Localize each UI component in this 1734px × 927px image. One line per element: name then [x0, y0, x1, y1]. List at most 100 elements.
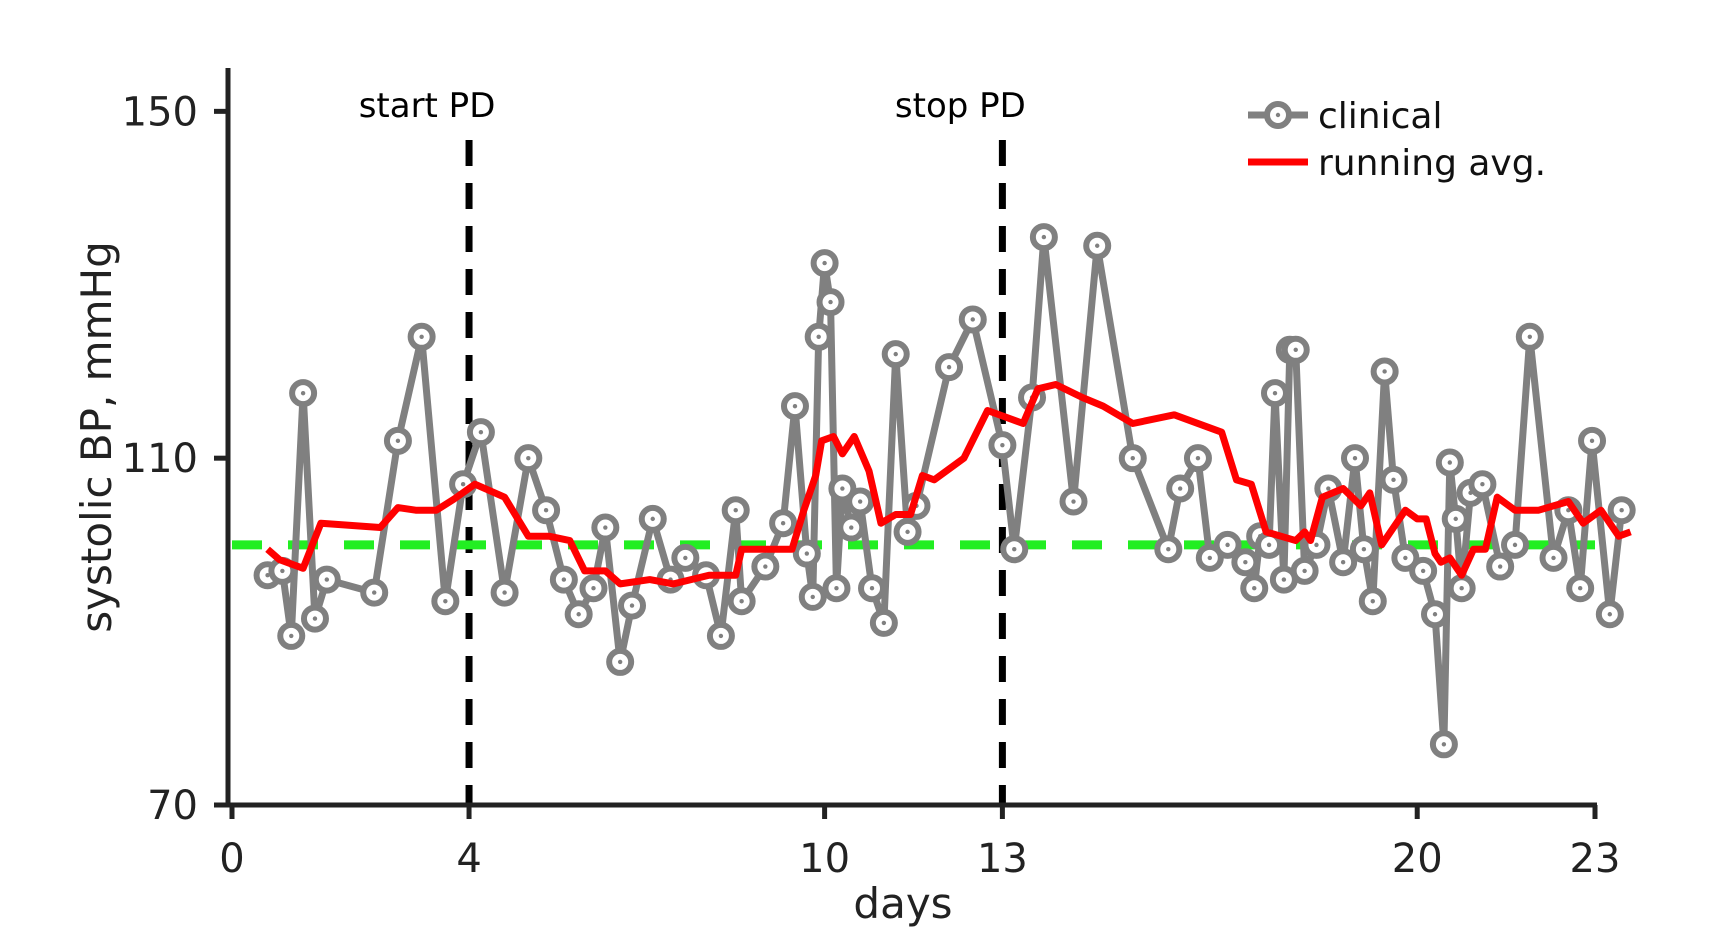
clinical-point-dot — [1382, 369, 1387, 374]
clinical-point — [1578, 426, 1607, 455]
clinical-point-dot — [780, 521, 786, 526]
x-axis-title: days — [853, 879, 952, 927]
legend-running-avg-label: running avg. — [1318, 143, 1546, 184]
clinical-point-dot — [1225, 542, 1230, 548]
clinical-point-dot — [1326, 486, 1331, 491]
clinical-point — [988, 431, 1017, 460]
clinical-point — [407, 322, 436, 351]
clinical-point — [751, 552, 780, 581]
clinical-point — [822, 574, 851, 603]
clinical-point-dot — [1314, 542, 1319, 548]
clinical-point-dot — [834, 586, 839, 591]
clinical-point — [816, 288, 845, 317]
clinical-point-dot — [1497, 564, 1503, 569]
clinical-point — [893, 517, 922, 546]
clinical-point — [706, 621, 735, 650]
clinical-point — [1118, 444, 1147, 473]
clinical-point — [1240, 574, 1269, 603]
y-tick-label: 110 — [122, 436, 198, 482]
clinical-point-dot — [312, 616, 318, 621]
clinical-point-dot — [1512, 542, 1518, 548]
clinical-point-dot — [1177, 486, 1183, 491]
x-tick-label: 13 — [977, 836, 1028, 882]
clinical-point-dot — [905, 529, 910, 535]
clinical-point-dot — [816, 334, 821, 339]
clinical-point — [837, 513, 866, 542]
clinical-point-dot — [1370, 599, 1375, 604]
clinical-point-dot — [1195, 455, 1201, 461]
annotation-label-start: start PD — [359, 86, 496, 126]
x-tick-label: 10 — [799, 836, 850, 882]
clinical-point-dot — [395, 438, 401, 444]
clinical-point-dot — [946, 364, 952, 370]
y-tick-label: 70 — [147, 783, 198, 829]
clinical-point-dot — [869, 586, 875, 591]
clinical-point-dot — [300, 390, 306, 396]
clinical-point — [549, 565, 578, 594]
clinical-point — [618, 591, 647, 620]
clinical-point — [1059, 487, 1088, 516]
clinical-point — [727, 587, 756, 616]
clinical-point — [606, 647, 635, 676]
clinical-point — [1195, 543, 1224, 572]
clinical-point-dot — [617, 659, 623, 665]
clinical-point — [1447, 574, 1476, 603]
clinical-point-dot — [828, 299, 833, 305]
clinical-point-dot — [502, 590, 507, 595]
legend-clinical-swatch-dot — [1275, 112, 1281, 118]
clinical-point — [1379, 465, 1408, 494]
clinical-point-dot — [629, 603, 635, 608]
clinical-point — [1515, 322, 1544, 351]
clinical-point — [1435, 448, 1464, 477]
running-avg-series — [265, 380, 1632, 588]
clinical-point-dot — [591, 586, 596, 591]
clinical-point — [958, 305, 987, 334]
clinical-point — [810, 249, 839, 278]
clinical-point — [591, 513, 620, 542]
clinical-point-dot — [881, 620, 887, 626]
clinical-point — [289, 379, 318, 408]
clinical-point — [638, 504, 667, 533]
clinical-point-dot — [1607, 612, 1613, 617]
clinical-point — [1029, 223, 1058, 252]
clinical-point-dot — [1480, 481, 1485, 487]
clinical-point — [1595, 600, 1624, 629]
clinical-point-dot — [561, 577, 567, 582]
clinical-point — [1391, 543, 1420, 572]
clinical-point — [1231, 548, 1260, 577]
clinical-point — [1486, 552, 1515, 581]
clinical-point-dot — [650, 516, 655, 522]
clinical-point — [1213, 530, 1242, 559]
clinical-point-dot — [1551, 555, 1556, 561]
axes: 0 4 10 13 20 23 70 110 150 — [122, 68, 1620, 882]
clinical-point-dot — [280, 568, 285, 574]
clinical-point — [564, 600, 593, 629]
annotation-labels: start PD stop PD — [359, 86, 1026, 126]
clinical-point-dot — [1441, 742, 1447, 747]
clinical-point — [792, 539, 821, 568]
clinical-point — [360, 578, 389, 607]
clinical-point-dot — [810, 594, 815, 600]
clinical-point — [1349, 535, 1378, 564]
clinical-point — [1566, 574, 1595, 603]
clinical-point — [1281, 335, 1310, 364]
clinical-point-dot — [576, 612, 581, 617]
y-tick-label: 150 — [122, 89, 198, 135]
legend-clinical-label: clinical — [1318, 96, 1442, 137]
clinical-point — [721, 496, 750, 525]
legend: clinical running avg. — [1248, 96, 1546, 184]
clinical-point-dot — [1589, 438, 1595, 444]
clinical-point-dot — [1453, 516, 1458, 522]
clinical-point-dot — [1391, 477, 1396, 483]
clinical-point-dot — [1252, 586, 1257, 591]
clinical-point-dot — [1272, 390, 1278, 396]
clinical-point — [312, 565, 341, 594]
clinical-point-dot — [792, 403, 798, 409]
clinical-series — [253, 223, 1636, 759]
clinical-point-dot — [893, 351, 898, 357]
y-ticks: 70 110 150 — [122, 89, 228, 829]
clinical-point — [300, 604, 329, 633]
clinical-point-dot — [526, 455, 531, 461]
clinical-point-dot — [970, 317, 975, 322]
clinical-point — [532, 496, 561, 525]
